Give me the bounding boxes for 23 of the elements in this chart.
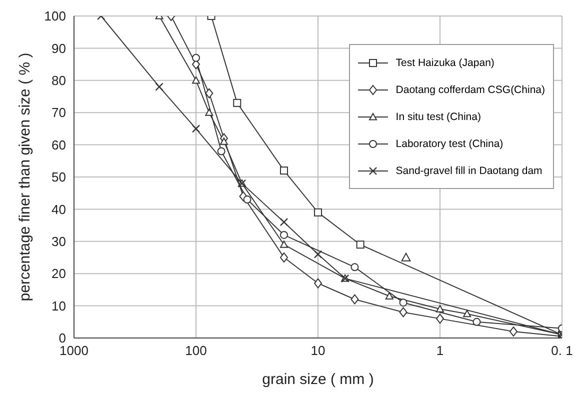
- y-tick-label: 90: [52, 40, 66, 56]
- y-axis-title: percentage finer than given size ( % ): [16, 52, 34, 302]
- x-tick-label: 1: [436, 343, 444, 358]
- legend-label: Daotang cofferdam CSG(China): [396, 84, 545, 96]
- y-tick-label: 10: [52, 298, 66, 314]
- x-tick-label: 10: [310, 343, 326, 358]
- y-tick-label: 30: [52, 234, 66, 250]
- y-tick-label: 0: [58, 330, 66, 346]
- y-tick-label: 50: [52, 170, 66, 185]
- legend-label: Test Haizuka (Japan): [396, 56, 494, 68]
- x-tick-label: 1000: [60, 343, 88, 358]
- x-axis-title: grain size ( mm ): [262, 371, 374, 388]
- legend-label: Sand-gravel fill in Daotang dam: [396, 164, 542, 176]
- y-tick-label: 100: [44, 8, 66, 24]
- y-tick-label: 70: [52, 105, 66, 120]
- legend-label: In situ test (China): [396, 110, 481, 122]
- y-tick-label: 60: [52, 137, 66, 152]
- y-tick-label: 20: [52, 266, 66, 282]
- x-tick-label: 100: [185, 343, 207, 358]
- y-tick-label: 40: [52, 202, 66, 217]
- x-tick-label: 0. 1: [551, 343, 573, 358]
- y-tick-label: 80: [52, 73, 66, 88]
- legend-label: Laboratory test (China): [396, 138, 504, 150]
